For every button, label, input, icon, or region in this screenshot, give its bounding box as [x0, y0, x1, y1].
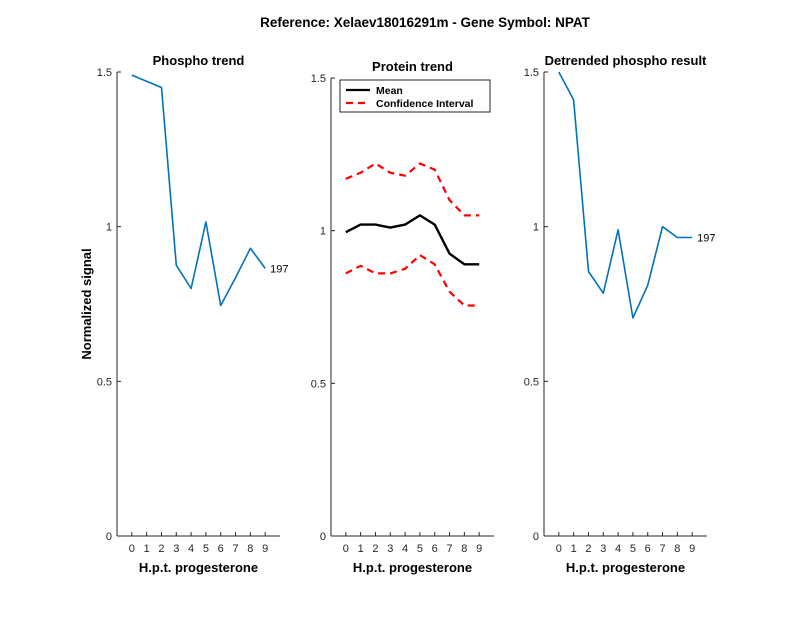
x-axis-label: H.p.t. progesterone — [139, 560, 258, 575]
y-tick-label: 0.5 — [311, 378, 326, 390]
panel-title: Protein trend — [372, 59, 453, 74]
x-tick-label: 0 — [343, 543, 349, 555]
x-tick-label: 4 — [188, 543, 194, 555]
legend-entry-label: Mean — [376, 85, 403, 97]
x-tick-label: 4 — [402, 543, 408, 555]
point-annotation: 197 — [270, 263, 288, 275]
x-tick-label: 2 — [585, 543, 591, 555]
panel-title: Phospho trend — [153, 53, 245, 68]
x-tick-label: 0 — [556, 543, 562, 555]
y-tick-label: 1 — [320, 226, 326, 238]
x-tick-label: 6 — [218, 543, 224, 555]
y-tick-label: 1 — [533, 222, 539, 234]
series-line — [131, 74, 266, 307]
y-axis-label: Normalized signal — [79, 248, 94, 359]
x-axis-label: H.p.t. progesterone — [353, 560, 472, 575]
series-line — [558, 71, 693, 319]
x-tick-label: 3 — [173, 543, 179, 555]
x-tick-label: 2 — [158, 543, 164, 555]
y-tick-label: 1.5 — [524, 67, 539, 79]
panel-title: Detrended phospho result — [545, 53, 707, 68]
x-tick-label: 5 — [630, 543, 636, 555]
y-tick-label: 1 — [106, 222, 112, 234]
x-tick-label: 1 — [144, 543, 150, 555]
x-axis-label: H.p.t. progesterone — [566, 560, 685, 575]
legend-box — [339, 79, 491, 113]
y-tick-label: 1.5 — [311, 73, 326, 85]
x-tick-label: 9 — [262, 543, 268, 555]
y-tick-label: 0 — [533, 531, 539, 543]
y-tick-label: 0.5 — [97, 376, 112, 388]
y-tick-label: 0.5 — [524, 376, 539, 388]
y-tick-label: 0 — [106, 531, 112, 543]
x-tick-label: 8 — [461, 543, 467, 555]
legend-entry-label: Confidence Interval — [376, 98, 474, 110]
x-tick-label: 9 — [689, 543, 695, 555]
mean-line — [345, 214, 480, 266]
x-tick-label: 8 — [247, 543, 253, 555]
confidence-interval-line — [345, 254, 480, 307]
x-tick-label: 3 — [600, 543, 606, 555]
x-tick-label: 3 — [387, 543, 393, 555]
confidence-interval-line — [345, 162, 480, 217]
x-tick-label: 1 — [571, 543, 577, 555]
x-tick-label: 7 — [446, 543, 452, 555]
x-tick-label: 8 — [674, 543, 680, 555]
figure-suptitle: Reference: Xelaev18016291m - Gene Symbol… — [260, 15, 590, 30]
x-tick-label: 4 — [615, 543, 621, 555]
y-tick-label: 1.5 — [97, 67, 112, 79]
point-annotation: 197 — [697, 232, 715, 244]
x-tick-label: 6 — [432, 543, 438, 555]
x-tick-label: 7 — [232, 543, 238, 555]
y-tick-label: 0 — [320, 531, 326, 543]
x-tick-label: 5 — [417, 543, 423, 555]
x-tick-label: 5 — [203, 543, 209, 555]
x-tick-label: 6 — [645, 543, 651, 555]
x-tick-label: 2 — [372, 543, 378, 555]
x-tick-label: 9 — [476, 543, 482, 555]
x-tick-label: 7 — [659, 543, 665, 555]
x-tick-label: 0 — [129, 543, 135, 555]
x-tick-label: 1 — [358, 543, 364, 555]
